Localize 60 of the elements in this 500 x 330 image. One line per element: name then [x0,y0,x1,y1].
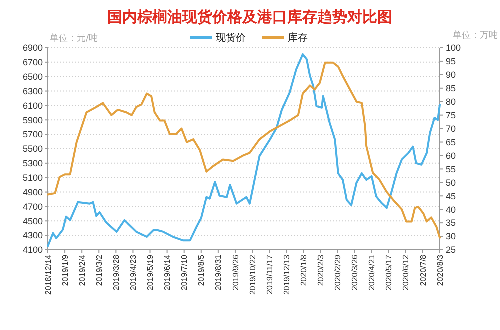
y2-tick-label: 75 [446,110,456,120]
y-tick-label: 5900 [22,115,43,126]
y2-tick-label: 90 [446,70,456,80]
y2-axis-title: 单位：万吨 [453,30,498,41]
x-tick-label: 2019/10/22 [248,254,258,296]
x-tick-label: 2019/4/23 [129,254,138,291]
y2-tick-label: 50 [446,178,456,188]
y-tick-label: 4100 [22,245,43,256]
y2-tick-label: 45 [446,191,456,202]
chart-title: 国内棕榈油现货价格及港口库存趋势对比图 [108,8,392,26]
x-tick-label: 2019/2/4 [78,254,87,286]
y2-tick-label: 100 [446,43,462,54]
y-tick-label: 5500 [22,144,43,154]
x-tick-label: 2019/3/2 [94,254,104,286]
y-tick-label: 5100 [22,173,43,184]
y2-tick-label: 80 [446,97,456,108]
x-tick-label: 2019/12/13 [282,254,292,296]
y-tick-label: 6700 [22,58,43,68]
y-axis-title: 单位：元/吨 [50,33,98,44]
x-tick-label: 2020/5/17 [384,254,394,291]
y-tick-label: 4900 [22,187,43,198]
y-tick-label: 6300 [22,86,43,96]
x-tick-label: 2020/2/3 [316,254,326,286]
x-tick-label: 2019/1/9 [60,254,70,286]
y-tick-label: 6900 [22,43,43,54]
y2-tick-label: 85 [446,84,456,94]
x-tick-label: 2020/4/21 [368,254,377,291]
legend-label: 现货价 [216,32,246,44]
x-tick-label: 2019/11/17 [265,254,274,294]
y2-tick-label: 40 [446,204,456,215]
y2-tick-label: 60 [446,150,456,161]
x-tick-label: 2019/5/19 [146,254,156,291]
y-tick-label: 5700 [22,130,43,140]
y2-tick-label: 95 [446,56,456,67]
y2-tick-label: 65 [446,137,456,148]
x-tick-label: 2018/12/14 [44,254,53,296]
y2-tick-label: 35 [446,218,456,228]
x-tick-label: 2019/7/10 [180,254,190,291]
x-tick-label: 2020/3/26 [350,254,360,291]
x-tick-label: 2020/7/8 [418,254,428,286]
x-tick-label: 2019/3/28 [112,254,121,291]
x-tick-label: 2019/9/26 [231,254,240,291]
y2-tick-label: 70 [446,124,456,134]
y-tick-label: 6100 [22,100,43,111]
y-tick-label: 4500 [22,216,43,226]
y-tick-label: 5300 [22,158,43,169]
y2-tick-label: 30 [446,232,456,242]
x-tick-label: 2019/8/5 [197,254,206,286]
y-tick-label: 6500 [22,72,43,82]
x-tick-label: 2020/6/12 [402,254,411,291]
x-tick-label: 2020/1/8 [299,254,308,286]
y2-tick-label: 25 [446,245,456,256]
legend-label: 库存 [288,32,308,44]
y-tick-label: 4700 [22,202,43,212]
x-tick-label: 2019/6/14 [163,254,172,291]
y-tick-label: 4300 [22,230,43,241]
x-tick-label: 2020/8/3 [436,254,445,286]
x-tick-label: 2019/8/31 [214,254,224,291]
y2-tick-label: 55 [446,164,456,174]
x-tick-label: 2020/2/29 [334,254,343,291]
